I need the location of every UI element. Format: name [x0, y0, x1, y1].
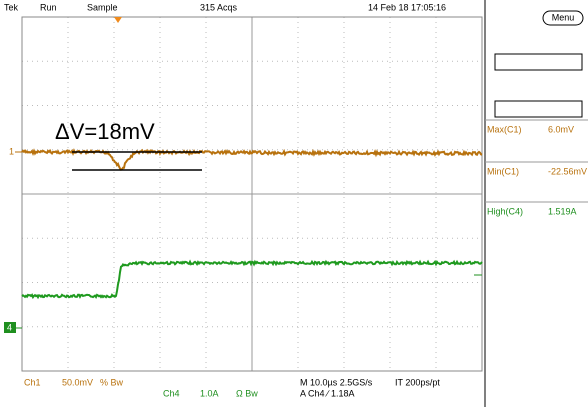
measurement-value: 1.519A [548, 206, 577, 216]
menu-button[interactable] [542, 10, 584, 26]
graticule [22, 17, 482, 371]
trigger: A Ch4 ∕ 1.18A [300, 388, 355, 398]
measurements: Max(C1) 6.0mV Min(C1) -22.56mV High(C4) 1.519… [485, 119, 588, 216]
ch1-scale: 50.0mV [62, 377, 93, 387]
graticule-frame [21, 16, 483, 372]
measurement-label: Min(C1) [487, 166, 519, 176]
ch4-label: Ch4 [163, 388, 180, 398]
interpolation: IT 200ps/pt [395, 377, 440, 387]
empty-box[interactable] [494, 53, 583, 71]
measurement-value: 6.0mV [548, 124, 574, 134]
timestamp: 14 Feb 18 17:05:16 [368, 2, 446, 12]
acq-mode: Sample [87, 2, 118, 12]
acq-count: 315 Acqs [200, 2, 238, 12]
measurement-label: High(C4) [487, 206, 523, 216]
empty-box[interactable] [494, 100, 583, 118]
ch1-flags: % Bw [100, 377, 124, 387]
ch4-marker: 4 [7, 322, 12, 332]
annotation: ΔV=18mV [55, 119, 155, 144]
brand: Tek [4, 2, 19, 12]
ch1-trace [21, 148, 483, 171]
ch1-label: Ch1 [24, 377, 41, 387]
run-state: Run [40, 2, 57, 12]
menu-label[interactable]: Menu [552, 12, 575, 22]
measurement-label: Max(C1) [487, 124, 522, 134]
trigger-position [114, 17, 122, 23]
ch4-marker-box [4, 322, 16, 333]
ch4-flags: Ω Bw [236, 388, 258, 398]
ch4-trace [21, 259, 483, 300]
ch4-scale: 1.0A [200, 388, 219, 398]
measurement-value: -22.56mV [548, 166, 587, 176]
timebase: M 10.0µs 2.5GS/s [300, 377, 373, 387]
ch1-marker: 1 [9, 146, 14, 156]
